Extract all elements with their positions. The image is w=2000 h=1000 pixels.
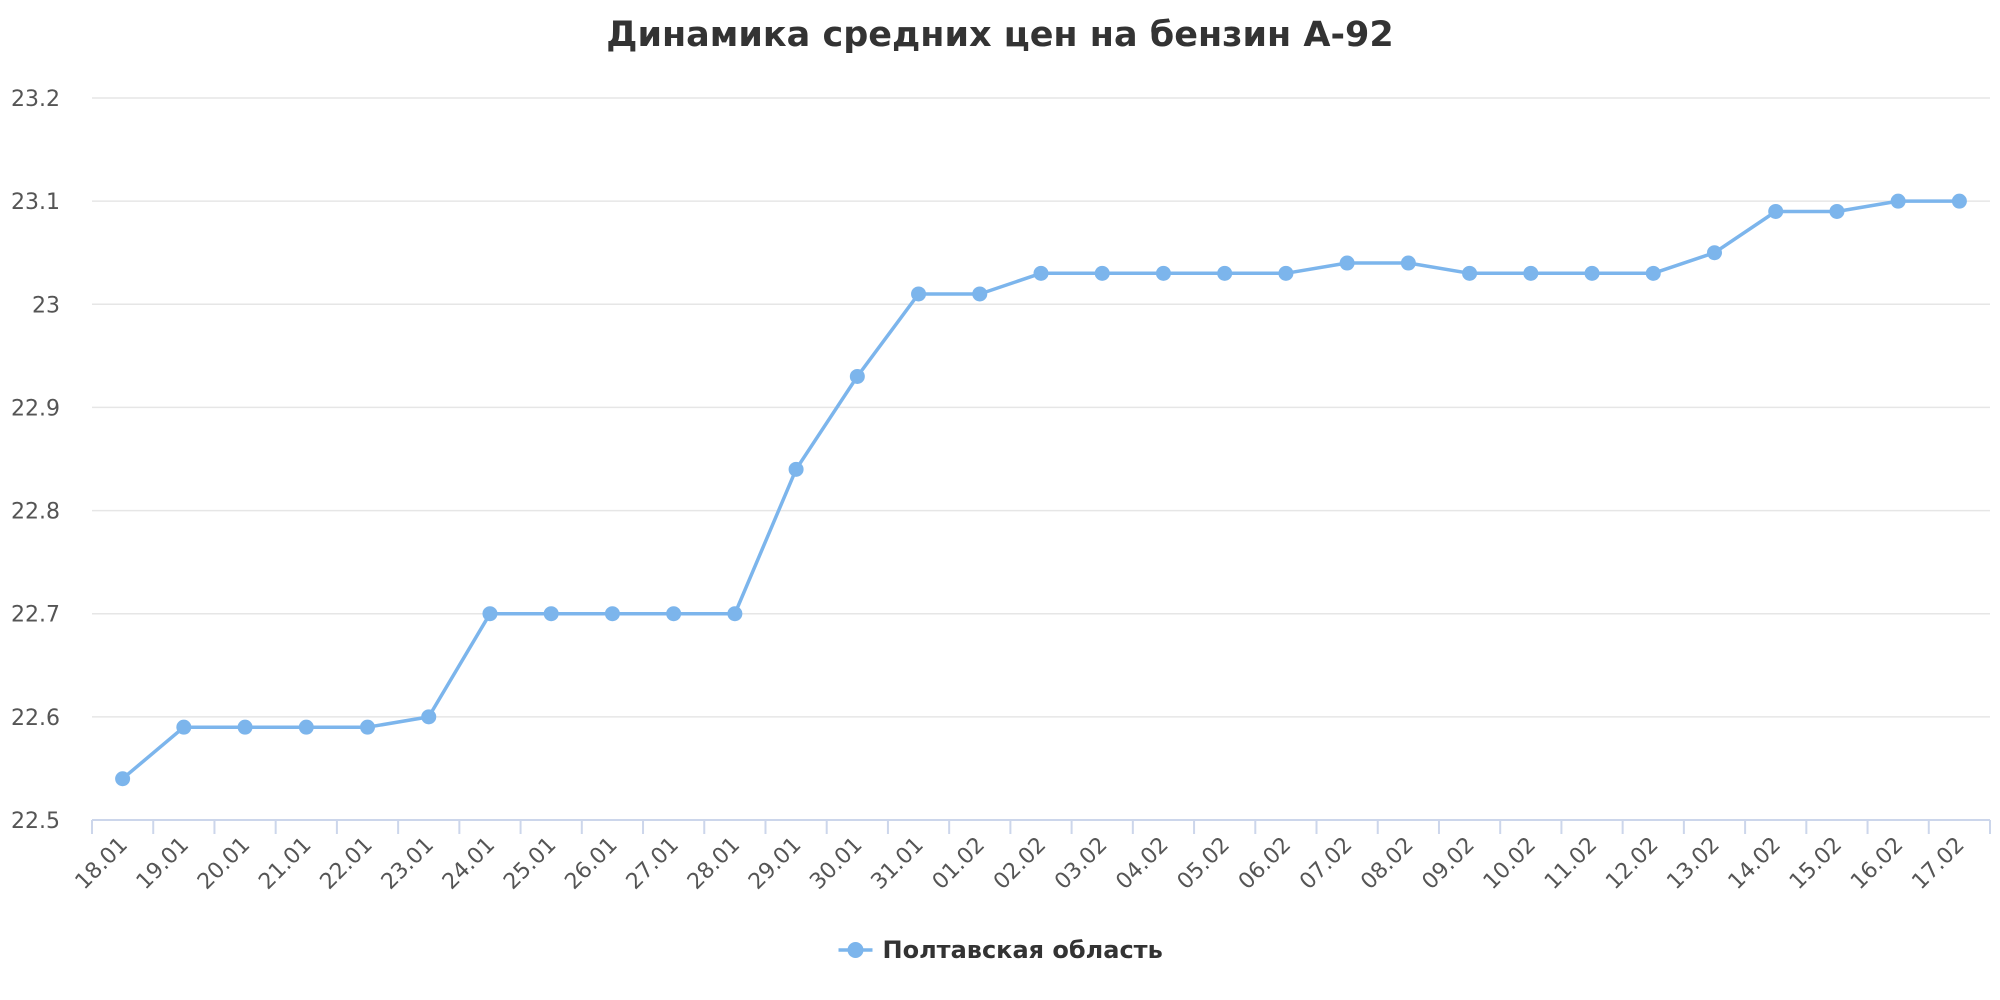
- x-tick-label: 29.01: [744, 833, 806, 895]
- y-tick-label: 22.7: [11, 603, 60, 628]
- data-point[interactable]: [849, 368, 865, 384]
- x-tick-label: 09.02: [1418, 833, 1480, 895]
- data-point[interactable]: [1155, 265, 1171, 281]
- data-point[interactable]: [972, 286, 988, 302]
- x-tick-label: 05.02: [1173, 833, 1235, 895]
- x-tick-label: 02.02: [989, 833, 1051, 895]
- x-tick-label: 26.01: [560, 833, 622, 895]
- data-point[interactable]: [176, 719, 192, 735]
- legend-label[interactable]: Полтавская область: [883, 936, 1163, 964]
- data-point[interactable]: [1462, 265, 1478, 281]
- x-tick-label: 15.02: [1785, 833, 1847, 895]
- x-tick-label: 07.02: [1295, 833, 1357, 895]
- x-tick-label: 13.02: [1663, 833, 1725, 895]
- data-point[interactable]: [1829, 203, 1845, 219]
- data-point[interactable]: [911, 286, 927, 302]
- x-tick-label: 21.01: [254, 833, 316, 895]
- data-point[interactable]: [1278, 265, 1294, 281]
- legend[interactable]: Полтавская область: [838, 936, 1163, 964]
- x-tick-label: 04.02: [1111, 833, 1173, 895]
- x-tick-label: 31.01: [867, 833, 929, 895]
- data-point[interactable]: [1217, 265, 1233, 281]
- data-point[interactable]: [1584, 265, 1600, 281]
- x-tick-label: 14.02: [1724, 833, 1786, 895]
- data-point[interactable]: [1094, 265, 1110, 281]
- data-point[interactable]: [727, 606, 743, 622]
- data-point[interactable]: [1890, 193, 1906, 209]
- x-tick-label: 12.02: [1601, 833, 1663, 895]
- x-tick-label: 01.02: [928, 833, 990, 895]
- x-tick-label: 16.02: [1846, 833, 1908, 895]
- x-tick-label: 27.01: [622, 833, 684, 895]
- data-point[interactable]: [1706, 245, 1722, 261]
- legend-dot-marker: [847, 942, 864, 958]
- data-point[interactable]: [237, 719, 253, 735]
- y-tick-label: 23.1: [11, 190, 60, 215]
- y-tick-label: 22.9: [11, 396, 60, 421]
- x-tick-label: 06.02: [1234, 833, 1296, 895]
- x-axis: 18.01 19.01 20.01 21.01 22.01 23.01 24.01 25.01…: [71, 819, 1991, 895]
- gridlines: [92, 97, 1990, 718]
- x-tick-label: 20.01: [193, 833, 255, 895]
- data-point[interactable]: [298, 719, 314, 735]
- data-point[interactable]: [788, 461, 804, 477]
- y-tick-label: 22.6: [11, 706, 60, 731]
- data-point[interactable]: [1523, 265, 1539, 281]
- x-tick-label: 23.01: [377, 833, 439, 895]
- data-point[interactable]: [1645, 265, 1661, 281]
- x-tick-label: 18.01: [71, 833, 133, 895]
- x-tick-label: 17.02: [1907, 833, 1969, 895]
- data-point[interactable]: [115, 771, 131, 787]
- x-tick-label: 11.02: [1540, 833, 1602, 895]
- series-layer: [115, 193, 1967, 787]
- x-tick-label: 25.01: [499, 833, 561, 895]
- y-tick-label: 23: [32, 293, 60, 318]
- x-tick-label: 28.01: [683, 833, 745, 895]
- y-axis: 22.5 22.6 22.7 22.8 22.9 23 23.1 23.2: [11, 87, 60, 834]
- x-tick-label: 03.02: [1050, 833, 1112, 895]
- data-point[interactable]: [1400, 255, 1416, 271]
- chart-title: Динамика средних цен на бензин А-92: [606, 15, 1393, 55]
- data-point[interactable]: [421, 709, 437, 725]
- y-tick-label: 22.5: [11, 809, 60, 834]
- data-point[interactable]: [360, 719, 376, 735]
- data-point[interactable]: [1768, 203, 1784, 219]
- x-tick-label: 08.02: [1356, 833, 1418, 895]
- data-point[interactable]: [543, 606, 559, 622]
- x-tick-label: 30.01: [805, 833, 867, 895]
- series-line: [120, 199, 1962, 781]
- x-tick-label: 10.02: [1479, 833, 1541, 895]
- x-tick-label: 24.01: [438, 833, 500, 895]
- data-point[interactable]: [1033, 265, 1049, 281]
- data-point[interactable]: [1339, 255, 1355, 271]
- y-tick-label: 22.8: [11, 500, 60, 525]
- data-point[interactable]: [482, 606, 498, 622]
- x-tick-label: 22.01: [316, 833, 378, 895]
- data-point[interactable]: [666, 606, 682, 622]
- x-tick-label: 19.01: [132, 833, 194, 895]
- data-point[interactable]: [1951, 193, 1967, 209]
- data-point[interactable]: [604, 606, 620, 622]
- y-tick-label: 23.2: [11, 87, 60, 112]
